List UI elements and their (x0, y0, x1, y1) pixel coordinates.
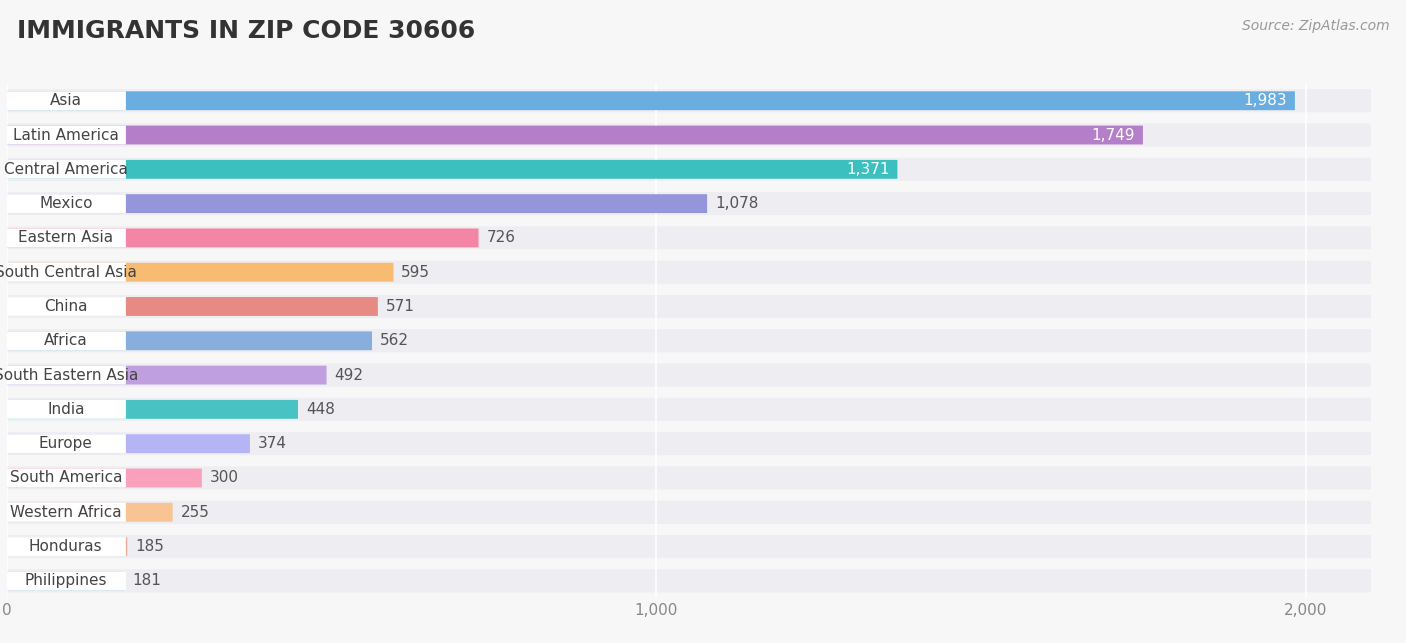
FancyBboxPatch shape (7, 158, 1371, 181)
Text: 448: 448 (305, 402, 335, 417)
FancyBboxPatch shape (7, 263, 394, 282)
Text: South America: South America (10, 471, 122, 485)
FancyBboxPatch shape (7, 432, 1371, 455)
FancyBboxPatch shape (7, 125, 1143, 145)
FancyBboxPatch shape (7, 466, 1371, 489)
Text: Asia: Asia (49, 93, 82, 108)
FancyBboxPatch shape (7, 260, 1371, 284)
FancyBboxPatch shape (6, 194, 127, 213)
FancyBboxPatch shape (6, 331, 127, 350)
Text: IMMIGRANTS IN ZIP CODE 30606: IMMIGRANTS IN ZIP CODE 30606 (17, 19, 475, 43)
FancyBboxPatch shape (6, 125, 127, 145)
FancyBboxPatch shape (7, 363, 1371, 386)
Text: Europe: Europe (39, 436, 93, 451)
Text: 181: 181 (132, 574, 162, 588)
Text: 255: 255 (180, 505, 209, 520)
Text: China: China (44, 299, 87, 314)
FancyBboxPatch shape (7, 91, 1295, 110)
Text: India: India (46, 402, 84, 417)
FancyBboxPatch shape (6, 297, 127, 316)
FancyBboxPatch shape (6, 572, 127, 590)
Text: Mexico: Mexico (39, 196, 93, 211)
FancyBboxPatch shape (6, 503, 127, 521)
FancyBboxPatch shape (6, 160, 127, 179)
FancyBboxPatch shape (6, 469, 127, 487)
FancyBboxPatch shape (7, 297, 378, 316)
Text: Africa: Africa (44, 333, 87, 349)
Text: 571: 571 (385, 299, 415, 314)
FancyBboxPatch shape (7, 501, 1371, 524)
FancyBboxPatch shape (7, 295, 1371, 318)
Text: 1,983: 1,983 (1243, 93, 1286, 108)
Text: Philippines: Philippines (24, 574, 107, 588)
FancyBboxPatch shape (6, 263, 127, 282)
FancyBboxPatch shape (7, 572, 125, 590)
Text: 374: 374 (257, 436, 287, 451)
FancyBboxPatch shape (7, 194, 707, 213)
FancyBboxPatch shape (6, 91, 127, 110)
FancyBboxPatch shape (7, 537, 127, 556)
Text: Western Africa: Western Africa (10, 505, 121, 520)
Text: Central America: Central America (4, 162, 128, 177)
Text: 1,749: 1,749 (1091, 127, 1135, 143)
FancyBboxPatch shape (7, 331, 373, 350)
FancyBboxPatch shape (7, 192, 1371, 215)
FancyBboxPatch shape (7, 535, 1371, 558)
FancyBboxPatch shape (6, 366, 127, 385)
FancyBboxPatch shape (6, 537, 127, 556)
FancyBboxPatch shape (7, 366, 326, 385)
FancyBboxPatch shape (7, 569, 1371, 592)
FancyBboxPatch shape (7, 123, 1371, 147)
Text: 595: 595 (401, 265, 430, 280)
Text: 1,371: 1,371 (846, 162, 890, 177)
FancyBboxPatch shape (7, 400, 298, 419)
FancyBboxPatch shape (6, 228, 127, 248)
FancyBboxPatch shape (7, 226, 1371, 249)
FancyBboxPatch shape (7, 503, 173, 521)
FancyBboxPatch shape (7, 469, 202, 487)
Text: Eastern Asia: Eastern Asia (18, 230, 114, 246)
Text: 1,078: 1,078 (714, 196, 758, 211)
FancyBboxPatch shape (6, 434, 127, 453)
FancyBboxPatch shape (7, 329, 1371, 352)
FancyBboxPatch shape (7, 228, 478, 248)
FancyBboxPatch shape (7, 89, 1371, 113)
Text: South Central Asia: South Central Asia (0, 265, 136, 280)
FancyBboxPatch shape (6, 400, 127, 419)
Text: 185: 185 (135, 539, 165, 554)
FancyBboxPatch shape (7, 398, 1371, 421)
Text: 562: 562 (380, 333, 409, 349)
Text: 492: 492 (335, 368, 363, 383)
Text: South Eastern Asia: South Eastern Asia (0, 368, 138, 383)
Text: Latin America: Latin America (13, 127, 118, 143)
FancyBboxPatch shape (7, 434, 250, 453)
Text: Source: ZipAtlas.com: Source: ZipAtlas.com (1241, 19, 1389, 33)
Text: 300: 300 (209, 471, 239, 485)
Text: Honduras: Honduras (30, 539, 103, 554)
Text: 726: 726 (486, 230, 516, 246)
FancyBboxPatch shape (7, 160, 897, 179)
